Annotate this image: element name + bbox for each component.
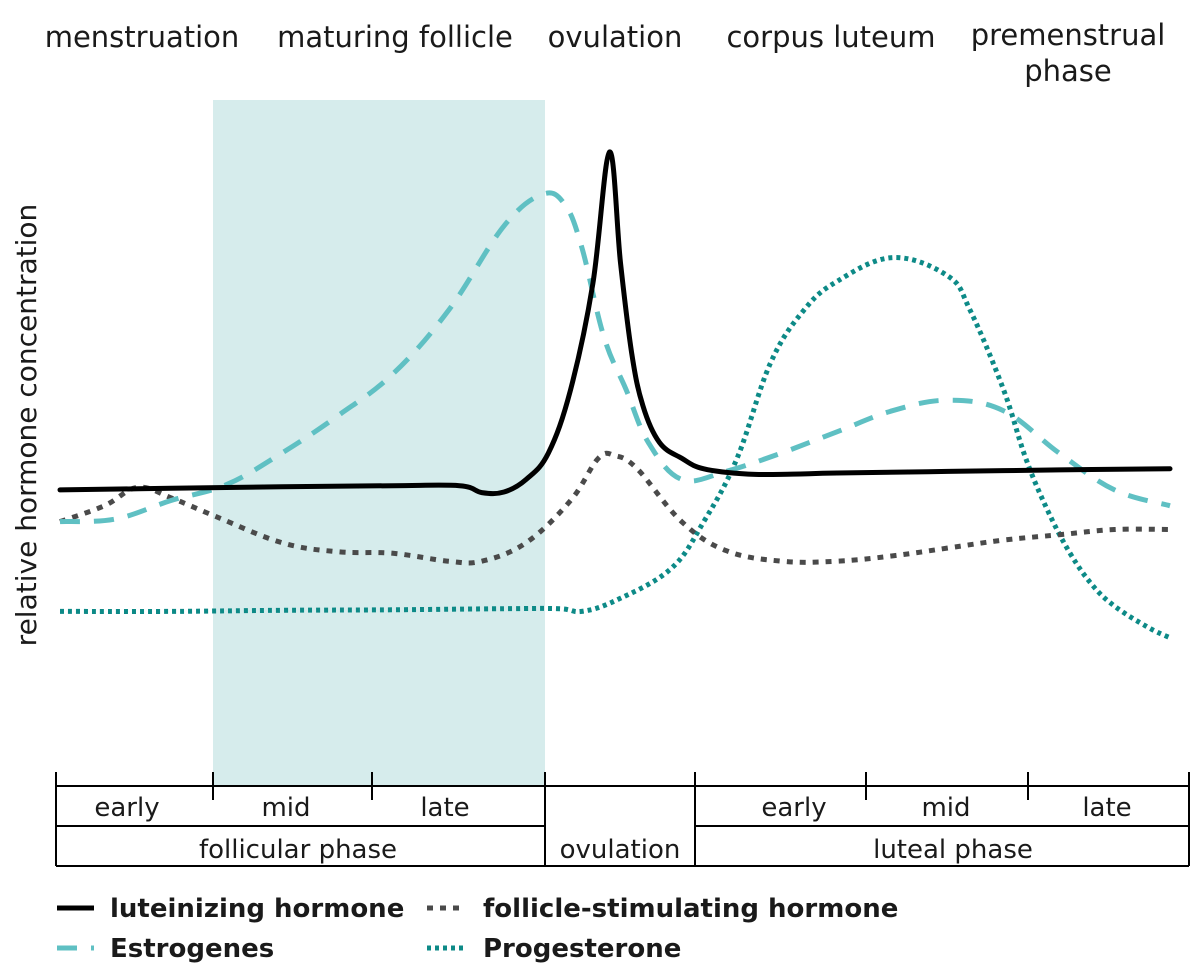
- phase-axis-table: [55, 772, 1190, 867]
- legend-label-follicle-stimulating-hormone: follicle-stimulating hormone: [483, 894, 898, 924]
- legend-label-luteinizing-hormone: luteinizing hormone: [110, 894, 404, 924]
- series-line-follicle-stimulating-hormone: [59, 450, 1171, 566]
- subphase-labels: early mid late early mid late: [94, 793, 1131, 823]
- phase-label-ovulation: ovulation: [560, 835, 681, 865]
- legend-label-estrogenes: Estrogenes: [110, 934, 274, 964]
- stage-label-ovulation: ovulation: [548, 20, 683, 54]
- stage-label-corpus-luteum: corpus luteum: [726, 20, 935, 54]
- series-layer: [57, 149, 1173, 641]
- series-line-luteinizing-hormone: [57, 149, 1173, 497]
- stage-label-menstruation: menstruation: [45, 20, 240, 54]
- phase-label-luteal: luteal phase: [873, 835, 1033, 865]
- subphase-label-luteal-early: early: [761, 793, 826, 823]
- subphase-label-follicular-mid: mid: [261, 793, 310, 823]
- stage-label-maturing-follicle: maturing follicle: [277, 20, 513, 54]
- stage-labels: menstruation maturing follicle ovulation…: [45, 18, 1166, 88]
- y-axis-label: relative hormone concentration: [10, 204, 43, 647]
- phase-labels: follicular phase ovulation luteal phase: [199, 835, 1033, 865]
- subphase-label-follicular-early: early: [94, 793, 159, 823]
- phase-label-follicular: follicular phase: [199, 835, 397, 865]
- subphase-label-luteal-late: late: [1082, 793, 1131, 823]
- legend: luteinizing hormone follicle-stimulating…: [57, 894, 898, 964]
- stage-label-premenstrual-phase: premenstrual phase: [971, 18, 1166, 88]
- stage-label-line: phase: [1024, 54, 1112, 88]
- subphase-label-luteal-mid: mid: [921, 793, 970, 823]
- legend-label-progesterone: Progesterone: [483, 934, 681, 964]
- subphase-label-follicular-late: late: [420, 793, 469, 823]
- series-line-progesterone: [59, 255, 1172, 641]
- maturing-follicle-highlight: [213, 100, 545, 786]
- stage-label-line: premenstrual: [971, 18, 1166, 52]
